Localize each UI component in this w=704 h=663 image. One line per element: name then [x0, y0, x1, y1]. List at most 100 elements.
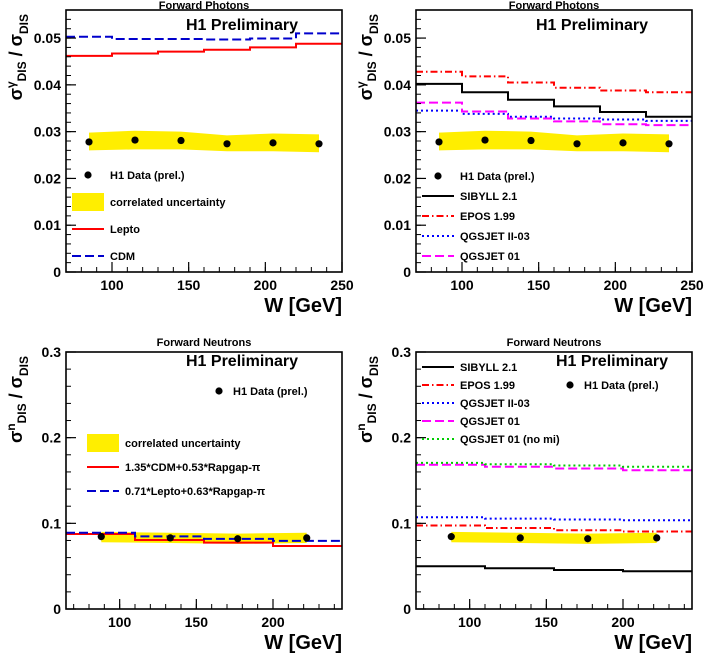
y-tick-label: 0.04	[384, 77, 411, 93]
model-line-1	[66, 42, 342, 57]
legend-marker	[84, 171, 92, 179]
model-line-2	[416, 524, 692, 533]
x-tick-label: 100	[100, 277, 124, 293]
y-axis-label: σγDIS / σDIS	[4, 14, 31, 100]
data-point	[619, 139, 627, 147]
data-point	[269, 139, 277, 147]
preliminary-label: H1 Preliminary	[186, 353, 298, 370]
legend-label: QGSJET II-03	[460, 398, 530, 410]
uncertainty-band	[89, 130, 319, 153]
legend-label: EPOS 1.99	[460, 380, 515, 392]
legend-marker	[566, 381, 574, 389]
x-tick-label: 200	[611, 614, 635, 630]
plot-frame	[415, 351, 693, 610]
model-line-3	[416, 109, 692, 122]
x-tick-label: 200	[261, 614, 285, 630]
data-point	[573, 140, 581, 148]
legend-label: CDM	[110, 251, 135, 263]
x-tick-label: 250	[680, 277, 704, 293]
data-point	[315, 140, 323, 148]
y-tick-label: 0.05	[34, 30, 61, 46]
legend-label: SIBYLL 2.1	[460, 362, 517, 374]
legend-marker	[434, 172, 442, 180]
y-axis-label: σnDIS / σDIS	[354, 356, 381, 443]
legend-label: QGSJET 01 (no mi)	[460, 434, 560, 446]
chart-panel-4: Forward Neutrons 0 0.1 0.2 0.3 100 150 200 W [Ge…	[354, 337, 693, 654]
data-point	[527, 136, 535, 145]
x-tick-label: 250	[330, 277, 354, 293]
legend-label: H1 Data (prel.)	[460, 171, 535, 183]
data-point	[653, 534, 661, 542]
x-tick-label: 100	[108, 614, 132, 630]
y-tick-label: 0	[403, 264, 411, 280]
data-point	[584, 535, 592, 543]
legend-label: H1 Data (prel.)	[233, 386, 308, 398]
panel-title: Forward Photons	[509, 0, 599, 12]
y-tick-label: 0.1	[42, 515, 62, 531]
y-tick-label: 0.3	[392, 344, 412, 360]
model-line-5	[416, 461, 692, 468]
y-axis-label: σγDIS / σDIS	[354, 14, 381, 100]
x-tick-label: 150	[177, 277, 201, 293]
y-tick-label: 0.05	[384, 30, 411, 46]
panel-title: Forward Neutrons	[157, 337, 252, 349]
legend: correlated uncertainty 1.35*CDM+0.53*Rapg…	[87, 386, 308, 498]
y-tick-label: 0.02	[34, 170, 61, 186]
model-line-3	[416, 516, 692, 522]
x-axis-label: W [GeV]	[614, 632, 692, 654]
x-tick-label: 100	[458, 614, 482, 630]
legend-swatch-band	[72, 193, 104, 211]
data-point	[177, 136, 185, 145]
legend: H1 Data (prel.) SIBYLL 2.1 EPOS 1.99 QGSJET…	[422, 171, 535, 263]
panel-title: Forward Photons	[159, 0, 249, 12]
model-line-1	[416, 565, 692, 573]
y-tick-label: 0	[53, 264, 61, 280]
y-tick-label: 0.2	[392, 430, 412, 446]
panel-title: Forward Neutrons	[507, 337, 602, 349]
x-axis-label: W [GeV]	[264, 295, 342, 317]
data-point	[481, 136, 489, 144]
model-line-4	[416, 101, 692, 127]
legend-label: QGSJET 01	[460, 416, 520, 428]
y-tick-label: 0	[403, 601, 411, 617]
y-tick-label: 0.03	[34, 124, 61, 140]
x-tick-label: 150	[527, 277, 551, 293]
data-point	[435, 138, 443, 146]
data-point	[85, 138, 93, 146]
legend-marker	[215, 387, 223, 395]
y-tick-label: 0.02	[384, 170, 411, 186]
y-tick-label: 0.01	[34, 217, 61, 233]
y-tick-label: 0.03	[384, 124, 411, 140]
x-axis-label: W [GeV]	[614, 295, 692, 317]
x-tick-label: 100	[450, 277, 474, 293]
data-point	[234, 535, 242, 543]
legend: SIBYLL 2.1 EPOS 1.99 QGSJET II-03 QGSJET 01…	[422, 362, 659, 446]
plot-frame	[65, 351, 343, 610]
legend-label: QGSJET II-03	[460, 231, 530, 243]
legend-label: QGSJET 01	[460, 251, 520, 263]
y-tick-label: 0.1	[392, 515, 412, 531]
data-point	[516, 534, 524, 542]
preliminary-label: H1 Preliminary	[556, 353, 668, 370]
legend-label: Lepto	[110, 224, 140, 236]
preliminary-label: H1 Preliminary	[186, 17, 298, 34]
y-tick-label: 0	[53, 601, 61, 617]
model-line-2	[66, 32, 342, 41]
legend-label: 0.71*Lepto+0.63*Rapgap-π	[125, 486, 266, 498]
chart-panel-3: Forward Neutrons 0 0.1 0.2 0.3 100 150 200 W [Ge…	[4, 337, 343, 654]
y-tick-label: 0.3	[42, 344, 62, 360]
model-line-2	[416, 70, 692, 94]
legend-label: EPOS 1.99	[460, 211, 515, 223]
x-axis-label: W [GeV]	[264, 632, 342, 654]
x-tick-label: 200	[254, 277, 278, 293]
x-tick-label: 150	[535, 614, 559, 630]
y-tick-label: 0.2	[42, 430, 62, 446]
legend-label: H1 Data (prel.)	[110, 170, 185, 182]
x-tick-label: 150	[185, 614, 209, 630]
y-tick-label: 0.01	[384, 217, 411, 233]
legend-label: 1.35*CDM+0.53*Rapgap-π	[125, 462, 261, 474]
legend: H1 Data (prel.) correlated uncertainty Lep…	[72, 170, 226, 263]
y-axis-label: σnDIS / σDIS	[4, 356, 31, 443]
x-tick-label: 200	[604, 277, 628, 293]
